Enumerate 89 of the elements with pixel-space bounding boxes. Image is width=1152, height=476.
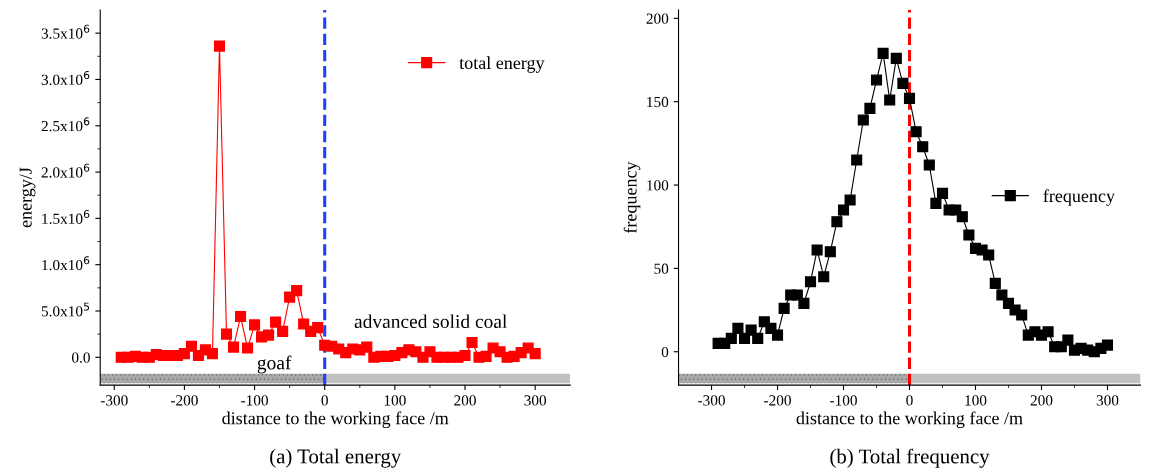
text: (a) Total energy xyxy=(270,448,402,468)
x-tick-label: 0 xyxy=(906,395,913,406)
point xyxy=(936,187,949,199)
point xyxy=(732,322,744,334)
point xyxy=(1042,326,1054,338)
point xyxy=(291,285,303,297)
point xyxy=(837,204,850,216)
y-tick-label: 3.0x10$^{6}$ xyxy=(41,71,90,86)
y-axis-title: energy/J xyxy=(19,167,36,228)
legend-label: total energy xyxy=(459,56,545,73)
point xyxy=(213,40,226,52)
point xyxy=(220,328,233,340)
x-tick-label: 0 xyxy=(321,395,328,406)
x-axis-title: distance to the working face /m xyxy=(222,411,449,429)
point xyxy=(884,94,896,106)
point xyxy=(851,154,863,166)
y-tick-label: 3.5x10$^{6}$ xyxy=(41,24,90,39)
point xyxy=(771,329,784,341)
y-tick-label: 2.0x10$^{6}$ xyxy=(41,163,90,178)
x-tick-label: 300 xyxy=(524,395,547,406)
y-tick-label: 5.0x10$^{5}$ xyxy=(41,302,90,317)
point xyxy=(270,316,282,328)
x-tick-label: -100 xyxy=(830,395,857,406)
point xyxy=(725,332,737,344)
point xyxy=(804,276,817,288)
point xyxy=(897,77,909,89)
x-tick-label: 100 xyxy=(965,395,987,406)
point xyxy=(956,211,968,223)
y-tick-label: 50 xyxy=(654,263,669,274)
point xyxy=(864,102,876,114)
point xyxy=(930,197,942,209)
point xyxy=(831,216,843,228)
point xyxy=(870,74,883,86)
point xyxy=(312,322,324,334)
x-tick-label: -300 xyxy=(698,395,725,406)
point xyxy=(263,329,275,341)
point xyxy=(185,340,197,352)
y-tick-label: 2.5x10$^{6}$ xyxy=(41,117,90,132)
y-tick-label: 0.0 xyxy=(71,352,90,363)
x-tick-label: 200 xyxy=(1030,395,1053,406)
x-tick-label: -300 xyxy=(100,395,128,406)
point xyxy=(877,47,889,59)
point xyxy=(234,310,247,323)
x-tick-label: 100 xyxy=(384,395,406,406)
annotation: advanced solid coal xyxy=(354,314,507,329)
x-tick-label: -100 xyxy=(241,395,268,406)
point xyxy=(844,194,856,206)
text: (b) Total frequency xyxy=(830,448,990,468)
point xyxy=(857,114,869,126)
point xyxy=(903,92,916,104)
point xyxy=(466,336,478,349)
point xyxy=(917,141,929,153)
point xyxy=(818,271,830,283)
point xyxy=(1101,339,1114,351)
point xyxy=(361,341,373,353)
point xyxy=(529,348,541,360)
point xyxy=(963,229,975,241)
y-tick-label: 1.5x10$^{6}$ xyxy=(42,209,90,224)
point xyxy=(824,246,836,258)
x-tick-label: -200 xyxy=(764,395,791,406)
point xyxy=(890,52,902,64)
point xyxy=(459,349,471,362)
x-axis-title: distance to the working face /m xyxy=(796,411,1023,429)
y-tick-label: 0 xyxy=(661,346,669,358)
x-tick-label: 200 xyxy=(454,395,476,406)
y-tick-label: 1.0x10$^{6}$ xyxy=(42,256,90,271)
point xyxy=(227,341,240,353)
y-axis-title: frequency xyxy=(623,161,641,234)
point xyxy=(277,325,289,337)
point xyxy=(241,342,254,354)
point xyxy=(798,297,810,309)
x-tick-label: -200 xyxy=(170,395,198,406)
legend-label: frequency xyxy=(1043,189,1115,206)
point xyxy=(249,319,261,331)
point xyxy=(923,159,935,171)
point xyxy=(811,244,823,256)
point xyxy=(752,332,764,344)
y-tick-label: 150 xyxy=(647,96,669,108)
point xyxy=(1062,334,1074,346)
point xyxy=(910,126,922,138)
point xyxy=(983,249,995,261)
point xyxy=(1016,309,1028,321)
y-tick-label: 100 xyxy=(647,180,669,191)
point xyxy=(778,302,790,314)
x-tick-label: 300 xyxy=(1096,395,1119,406)
y-tick-label: 200 xyxy=(646,13,669,24)
point xyxy=(989,277,1001,289)
point xyxy=(206,348,219,360)
annotation: goaf xyxy=(257,355,292,374)
